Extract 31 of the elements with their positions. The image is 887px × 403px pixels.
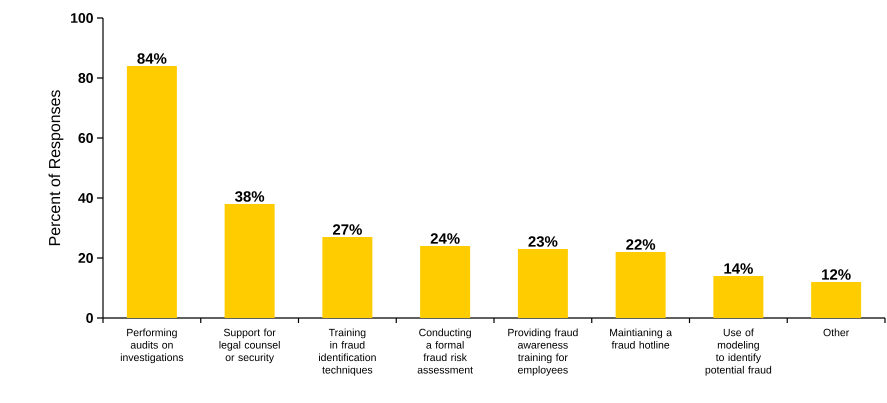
y-axis-title: Percent of Responses <box>48 90 64 246</box>
bar <box>126 66 177 318</box>
y-tick-label: 0 <box>86 313 93 323</box>
x-tick-label: Other <box>824 328 850 336</box>
data-label: 24% <box>430 233 460 244</box>
bar <box>811 282 862 318</box>
data-label: 22% <box>626 239 656 250</box>
x-tick-label: Providing fraud awareness training for employees <box>508 328 578 376</box>
x-tick-label: Support for legal counsel or security <box>220 328 280 364</box>
bar <box>322 237 372 318</box>
bar <box>420 246 470 318</box>
y-tick-label: 60 <box>78 133 93 143</box>
bar <box>713 276 764 318</box>
x-tick-label: Maintianing a fraud hotline <box>610 328 672 349</box>
bar <box>616 252 666 318</box>
x-tick-label: Use of modeling to identify potential fraud <box>706 328 772 376</box>
data-label: 27% <box>332 224 362 235</box>
data-label: 84% <box>137 53 166 64</box>
y-tick-label: 100 <box>71 13 93 23</box>
data-label: 12% <box>822 269 851 280</box>
data-label: 14% <box>724 263 753 274</box>
x-tick-label: Training in fraud identification techniques <box>319 328 376 376</box>
bar <box>224 204 275 318</box>
x-tick-label: Performing audits on investigations <box>120 328 184 364</box>
y-tick-label: 80 <box>78 73 93 83</box>
y-tick-label: 40 <box>78 193 93 203</box>
x-tick-label: Conducting a formal fraud risk assessment <box>418 328 473 374</box>
y-tick-label: 20 <box>78 253 93 263</box>
data-label: 23% <box>528 236 558 247</box>
data-label: 38% <box>235 191 264 202</box>
bar <box>518 249 568 318</box>
